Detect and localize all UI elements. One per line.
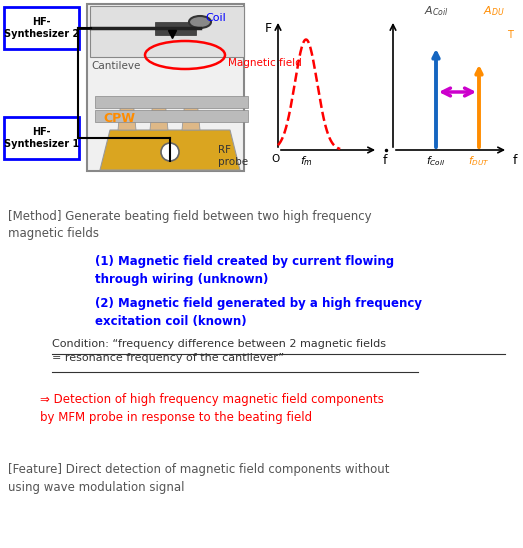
Text: (2) Magnetic field generated by a high frequency
excitation coil (known): (2) Magnetic field generated by a high f…: [95, 297, 422, 328]
Text: RF
probe: RF probe: [218, 145, 248, 167]
FancyBboxPatch shape: [4, 117, 79, 159]
Text: $A_{Coil}$: $A_{Coil}$: [424, 4, 448, 18]
FancyBboxPatch shape: [95, 95, 247, 107]
Text: ⇒ Detection of high frequency magnetic field components
by MFM probe in response: ⇒ Detection of high frequency magnetic f…: [40, 393, 384, 424]
FancyBboxPatch shape: [154, 21, 196, 35]
Text: [Method] Generate beating field between two high frequency
magnetic fields: [Method] Generate beating field between …: [8, 210, 372, 241]
Polygon shape: [118, 100, 136, 130]
FancyBboxPatch shape: [95, 110, 247, 122]
Text: f: f: [383, 154, 388, 167]
Text: $f_{DUT}$: $f_{DUT}$: [468, 154, 490, 168]
Polygon shape: [150, 100, 168, 130]
Text: Condition: “frequency difference between 2 magnetic fields
= resonance frequency: Condition: “frequency difference between…: [52, 339, 386, 363]
Text: $A_{DU}$: $A_{DU}$: [483, 4, 505, 18]
FancyBboxPatch shape: [4, 7, 79, 49]
Text: T: T: [507, 30, 513, 40]
Ellipse shape: [189, 16, 211, 28]
Text: Coil: Coil: [205, 13, 226, 23]
FancyBboxPatch shape: [89, 5, 244, 56]
Text: (1) Magnetic field created by current flowing
through wiring (unknown): (1) Magnetic field created by current fl…: [95, 255, 394, 286]
Text: [Feature] Direct detection of magnetic field components without
using wave modul: [Feature] Direct detection of magnetic f…: [8, 463, 390, 494]
Text: Cantileve: Cantileve: [91, 61, 140, 71]
Text: $f_{Coil}$: $f_{Coil}$: [426, 154, 446, 168]
Text: CPW: CPW: [103, 112, 135, 125]
Text: $f_m$: $f_m$: [300, 154, 312, 168]
Polygon shape: [182, 100, 200, 130]
Polygon shape: [100, 130, 240, 170]
Text: HF-
Synthesizer 2: HF- Synthesizer 2: [4, 17, 79, 39]
Text: Magnetic field: Magnetic field: [228, 58, 302, 68]
Text: f: f: [513, 154, 517, 167]
FancyBboxPatch shape: [87, 4, 244, 171]
Text: HF-
Synthesizer 1: HF- Synthesizer 1: [4, 127, 79, 149]
Text: O: O: [271, 154, 279, 164]
Text: F: F: [265, 22, 272, 35]
Ellipse shape: [161, 143, 179, 161]
